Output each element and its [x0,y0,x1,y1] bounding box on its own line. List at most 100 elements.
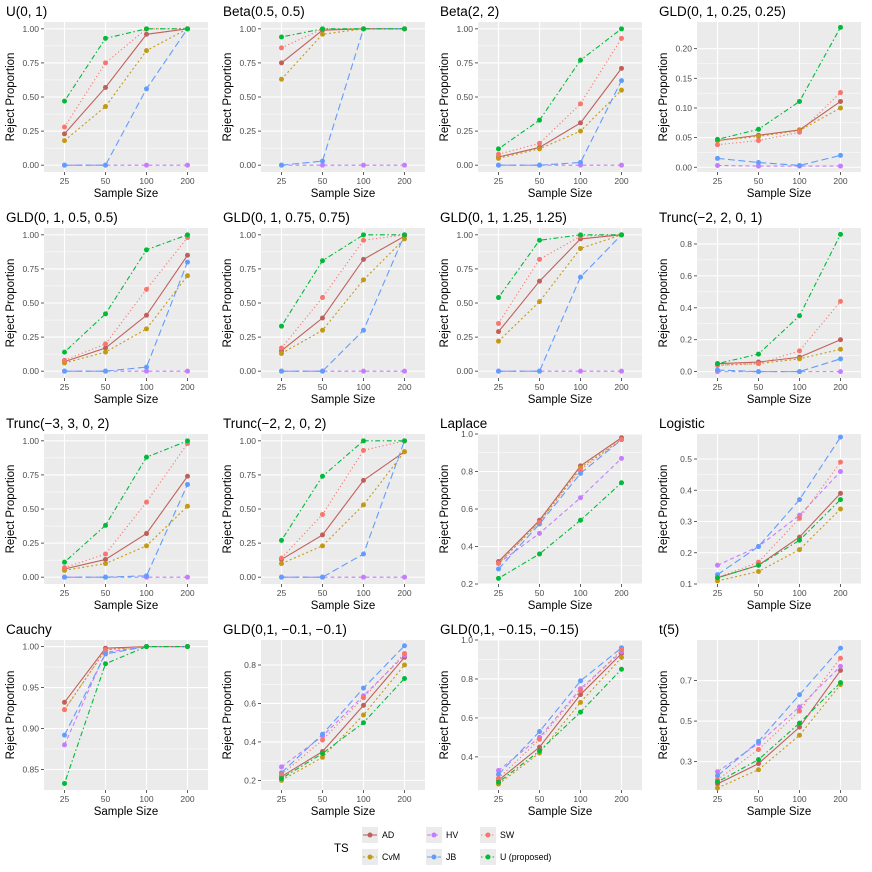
data-point-ad [185,473,190,479]
data-point-ad [361,477,366,483]
panel-title: GLD(0, 1, 0.5, 0.5) [6,210,118,225]
data-point-u-proposed [361,720,366,726]
data-point-u-proposed [619,232,624,238]
data-point-ad [279,60,284,66]
series-line-ad [717,670,841,785]
data-point-ad [144,312,149,318]
series-line-cvm [64,646,188,710]
series-line-ad [281,235,405,352]
x-tick-label: 200 [614,382,628,392]
data-point-hv [619,455,624,461]
data-point-u-proposed [578,517,583,523]
data-point-hv [578,368,583,374]
data-point-jb [715,155,720,161]
series-line-u-proposed [717,27,841,140]
data-point-cvm [62,138,67,144]
data-point-u-proposed [320,258,325,264]
data-point-u-proposed [361,438,366,444]
data-point-u-proposed [756,562,761,568]
x-tick-label: 100 [792,176,806,186]
y-tick-label: 0.4 [680,485,692,495]
data-point-u-proposed [320,750,325,756]
data-point-sw [578,467,583,473]
y-tick-label: 0.50 [456,298,473,308]
series-line-ad [498,68,622,158]
data-point-sw [320,511,325,517]
data-point-sw [103,551,108,557]
series-line-ad [64,475,188,570]
legend-key-point [431,854,437,860]
x-axis-title: Sample Size [528,394,593,406]
data-point-jb [496,771,501,777]
y-axis-title: Reject Proportion [222,465,234,554]
data-point-ad [103,556,108,562]
data-point-jb [797,162,802,168]
data-point-jb [144,573,149,579]
series-line-u-proposed [281,234,405,327]
data-point-hv [402,574,407,580]
series-line-u-proposed [63,646,188,784]
data-point-u-proposed [537,237,542,243]
legend-key-cvm [362,849,378,865]
y-tick-label: 0.75 [22,58,39,68]
panel-u-0-1: U(0, 1) 0.00 0.25 0.50 0.75 1.00 25 50 100 200 Sam… [5,4,208,200]
y-axis-title: Reject Proportion [222,259,234,348]
series-line-cvm [717,508,841,582]
data-point-sw [496,775,501,781]
data-point-u-proposed [185,438,190,444]
series-line-cvm [281,238,405,354]
data-point-cvm [537,299,542,305]
series-line-u-proposed [64,234,188,353]
data-point-sw [103,60,108,66]
series-line-u-proposed [717,499,841,579]
y-tick-label: 0.3 [680,757,692,767]
x-tick-label: 25 [60,176,70,186]
panel-title: GLD(0, 1, 1.25, 1.25) [440,210,567,225]
data-point-hv [320,162,325,168]
data-point-cvm [185,503,190,509]
data-point-sw [103,647,108,653]
panel-title: Beta(0.5, 0.5) [223,4,305,19]
data-point-u-proposed [496,295,501,301]
data-point-cvm [320,31,325,37]
y-tick-label: 0.25 [22,126,39,136]
data-point-jb [756,160,761,166]
data-point-jb [838,356,843,362]
data-point-ad [578,120,583,126]
y-tick-label: 0.20 [675,44,692,54]
data-point-sw [838,298,843,304]
data-point-sw [62,565,67,571]
y-tick-label: 1.00 [239,24,256,34]
series-line-cvm [498,89,622,159]
data-point-hv [838,663,843,669]
data-point-sw [320,295,325,301]
x-tick-label: 50 [318,588,328,598]
y-axis-title: Reject Proportion [439,53,451,142]
data-point-u-proposed [756,351,761,357]
data-point-hv [185,368,190,374]
x-tick-label: 50 [535,176,545,186]
series-line-jb [64,484,189,578]
x-tick-label: 200 [614,588,628,598]
x-tick-label: 200 [833,794,847,804]
data-point-sw [361,447,366,453]
x-tick-label: 200 [180,176,194,186]
data-point-sw [361,695,366,701]
series-line-ad [64,254,188,363]
x-axis-title: Sample Size [747,188,812,200]
series-line-u-proposed [717,682,841,783]
data-point-jb [496,162,501,168]
series-line-sw [498,234,622,324]
series-line-sw [281,28,405,49]
data-point-u-proposed [496,146,501,152]
y-tick-label: 1.00 [239,436,256,446]
legend-label-ad: AD [382,830,394,840]
legend-key-jb [426,849,442,865]
y-tick-label: 0.50 [239,92,256,102]
series-line-u-proposed [498,234,622,298]
data-point-jb [320,158,325,164]
y-axis-title: Reject Proportion [658,671,670,760]
series-line-u-proposed [717,234,841,365]
data-point-jb [537,729,542,735]
data-point-jb [185,481,190,487]
